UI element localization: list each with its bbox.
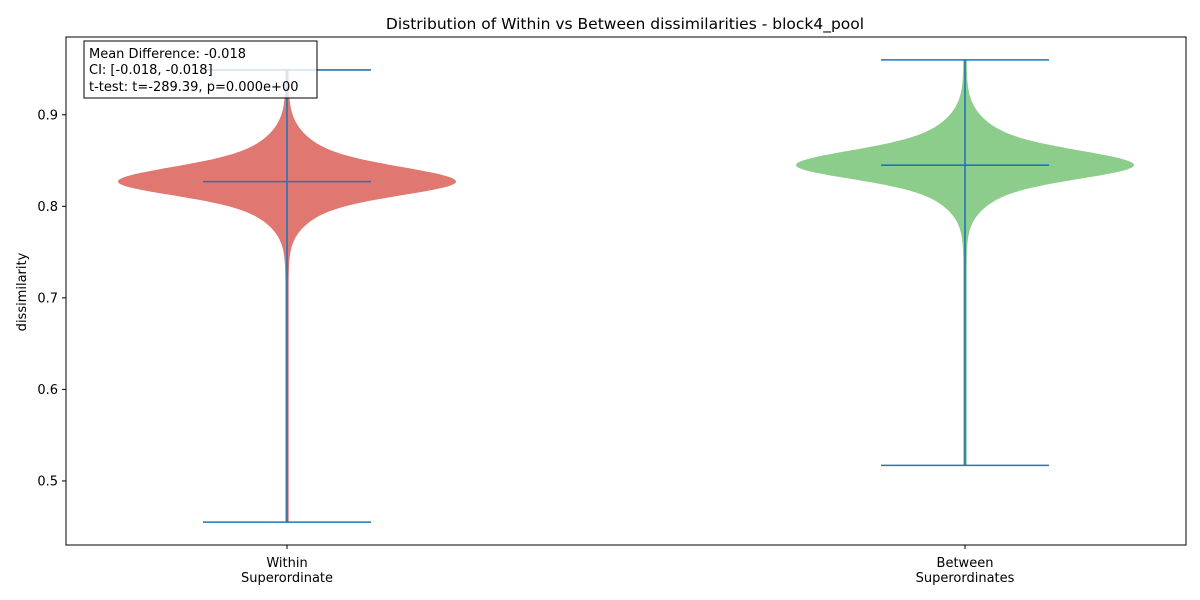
y-tick-label-4: 0.8 bbox=[37, 200, 58, 215]
x-tick-label-2-line2: Superordinates bbox=[916, 571, 1015, 586]
y-tick-label-5: 0.9 bbox=[37, 108, 58, 123]
plot-frame bbox=[65, 36, 1187, 546]
x-tick-label-1-line2: Superordinate bbox=[241, 571, 333, 586]
y-tick-label-1: 0.5 bbox=[37, 474, 58, 489]
stats-annotation: Mean Difference: -0.018 CI: [-0.018, -0.… bbox=[83, 40, 318, 99]
chart-title: Distribution of Within vs Between dissim… bbox=[386, 15, 864, 34]
annotation-mean-difference: Mean Difference: -0.018 bbox=[89, 47, 246, 62]
annotation-t-test: t-test: t=-289.39, p=0.000e+00 bbox=[89, 80, 299, 95]
annotation-box bbox=[83, 40, 318, 99]
y-axis-label: dissimilarity bbox=[15, 252, 30, 331]
annotation-ci: CI: [-0.018, -0.018] bbox=[89, 63, 213, 78]
y-tick-label-3: 0.7 bbox=[37, 291, 58, 306]
y-tick-label-2: 0.6 bbox=[37, 383, 58, 398]
x-tick-label-2-line1: Between bbox=[937, 556, 994, 571]
x-tick-label-1-line1: Within bbox=[266, 556, 307, 571]
